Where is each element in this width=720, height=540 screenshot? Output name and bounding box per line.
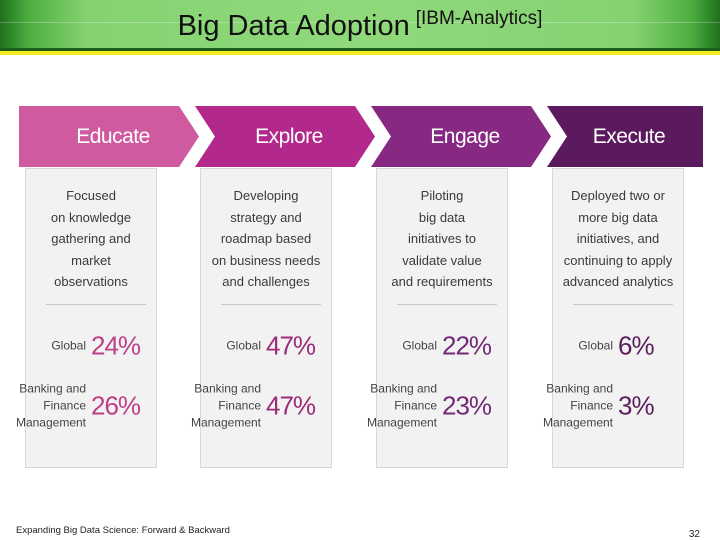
stat-value-banking: 23% — [442, 390, 492, 421]
stat-label-global: Global — [578, 338, 613, 353]
footer-text: Expanding Big Data Science: Forward & Ba… — [16, 525, 230, 536]
stat-label-banking: Banking and Finance Management — [190, 381, 261, 430]
stat-label-global: Global — [51, 338, 86, 353]
stat-global: Global 47% — [201, 326, 333, 366]
stat-label-banking: Banking and Finance Management — [542, 381, 613, 430]
stage-title: Explore — [255, 124, 323, 148]
stat-global: Global 6% — [553, 326, 685, 366]
stat-value-global: 47% — [266, 330, 316, 361]
stat-value-global: 22% — [442, 330, 492, 361]
slide-title: Big Data Adoption [IBM-Analytics] — [0, 0, 720, 48]
stage-header-engage: Engage — [371, 106, 551, 167]
stat-banking: Banking and Finance Management 26% — [16, 379, 158, 433]
title-bar — [0, 0, 720, 48]
stage-card-execute: Deployed two or more big data initiative… — [543, 168, 685, 468]
stage-header-educate: Educate — [19, 106, 199, 167]
stage-description: Focused on knowledge gathering and marke… — [50, 188, 132, 289]
card-divider — [397, 304, 497, 305]
card-divider — [221, 304, 321, 305]
stat-label-global: Global — [402, 338, 437, 353]
stage-description: Developing strategy and roadmap based on… — [211, 188, 321, 289]
page-number: 32 — [688, 529, 700, 540]
stage-description: Deployed two or more big data initiative… — [562, 188, 674, 289]
stat-label-global: Global — [226, 338, 261, 353]
stage-card-explore: Developing strategy and roadmap based on… — [191, 168, 333, 468]
title-main: Big Data Adoption — [177, 10, 410, 42]
stat-global: Global 22% — [377, 326, 509, 366]
stage-card-educate: Focused on knowledge gathering and marke… — [16, 168, 158, 468]
stage-header-execute: Execute — [547, 106, 703, 167]
stat-value-banking: 47% — [266, 390, 316, 421]
stat-value-banking: 3% — [618, 390, 655, 421]
stat-banking: Banking and Finance Management 47% — [191, 379, 333, 433]
stat-banking: Banking and Finance Management 3% — [543, 379, 685, 433]
stat-global: Global 24% — [26, 326, 158, 366]
stat-value-global: 6% — [618, 330, 655, 361]
stat-label-banking: Banking and Finance Management — [15, 381, 86, 430]
stage-description: Piloting big data initiatives to validat… — [391, 188, 493, 289]
stage-card-engage: Piloting big data initiatives to validat… — [367, 168, 509, 468]
stage-title: Engage — [430, 124, 500, 148]
stage-title: Educate — [76, 124, 150, 148]
card-divider — [573, 304, 673, 305]
title-source: [IBM-Analytics] — [415, 8, 543, 29]
stage-header-explore: Explore — [195, 106, 375, 167]
title-rule-green — [0, 48, 720, 51]
stat-value-banking: 26% — [91, 390, 141, 421]
stat-value-global: 24% — [91, 330, 141, 361]
stat-label-banking: Banking and Finance Management — [366, 381, 437, 430]
card-divider — [46, 304, 146, 305]
stat-banking: Banking and Finance Management 23% — [367, 379, 509, 433]
stage-title: Execute — [592, 124, 666, 148]
title-rule-yellow — [0, 51, 720, 55]
